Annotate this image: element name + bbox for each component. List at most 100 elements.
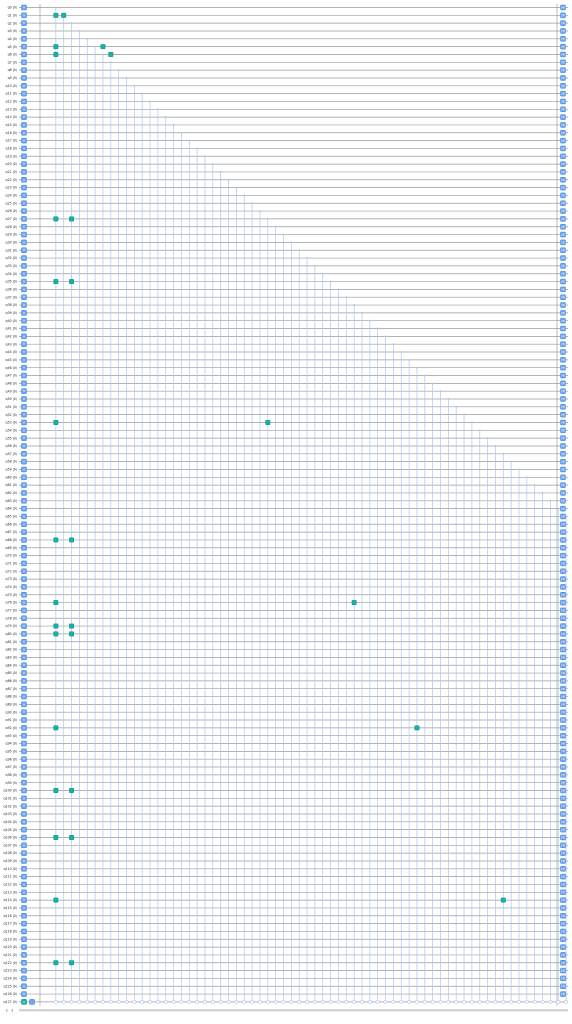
- hadamard-gate[interactable]: [21, 435, 27, 441]
- measure-gate[interactable]: [560, 427, 566, 434]
- hadamard-gate[interactable]: [21, 192, 27, 199]
- measure-gate[interactable]: [560, 357, 566, 363]
- measure-gate[interactable]: [560, 411, 566, 418]
- measure-gate[interactable]: [560, 247, 566, 253]
- measure-gate[interactable]: [560, 607, 566, 614]
- hadamard-gate[interactable]: [21, 505, 27, 512]
- measure-gate[interactable]: [560, 834, 566, 841]
- hadamard-gate[interactable]: [21, 678, 27, 684]
- hadamard-gate[interactable]: [21, 701, 27, 708]
- hadamard-gate[interactable]: [21, 106, 27, 113]
- measure-gate[interactable]: [560, 975, 566, 982]
- hadamard-gate[interactable]: [21, 270, 27, 277]
- x-gate[interactable]: [53, 631, 59, 637]
- measure-gate[interactable]: [560, 819, 566, 825]
- hadamard-gate[interactable]: [21, 208, 27, 214]
- hadamard-gate[interactable]: [21, 122, 27, 128]
- measure-gate[interactable]: [560, 114, 566, 120]
- hadamard-gate[interactable]: [21, 4, 27, 11]
- hadamard-gate[interactable]: [21, 662, 27, 668]
- measure-gate[interactable]: [560, 576, 566, 582]
- measure-gate[interactable]: [560, 615, 566, 621]
- measure-gate[interactable]: [560, 936, 566, 943]
- measure-gate[interactable]: [560, 4, 566, 11]
- measure-gate[interactable]: [560, 192, 566, 199]
- hadamard-gate[interactable]: [21, 709, 27, 715]
- measure-gate[interactable]: [560, 396, 566, 402]
- hadamard-gate[interactable]: [21, 779, 27, 786]
- measure-gate[interactable]: [560, 435, 566, 441]
- hadamard-gate[interactable]: [21, 278, 27, 285]
- hadamard-gate[interactable]: [21, 889, 27, 896]
- measure-gate[interactable]: [560, 928, 566, 935]
- measure-gate[interactable]: [560, 725, 566, 731]
- measure-gate[interactable]: [560, 161, 566, 167]
- hadamard-gate[interactable]: [21, 967, 27, 974]
- hadamard-gate[interactable]: [21, 732, 27, 739]
- measure-gate[interactable]: [560, 137, 566, 144]
- hadamard-gate[interactable]: [21, 576, 27, 582]
- hadamard-gate[interactable]: [21, 482, 27, 488]
- hadamard-gate[interactable]: [21, 529, 27, 535]
- hadamard-gate[interactable]: [21, 67, 27, 73]
- measure-gate[interactable]: [560, 122, 566, 128]
- hadamard-gate[interactable]: [21, 184, 27, 191]
- measure-gate[interactable]: [560, 889, 566, 896]
- hadamard-gate[interactable]: [21, 803, 27, 809]
- hadamard-gate[interactable]: [21, 310, 27, 316]
- hadamard-gate[interactable]: [21, 28, 27, 34]
- measure-gate[interactable]: [560, 568, 566, 575]
- hadamard-gate[interactable]: [21, 458, 27, 465]
- hadamard-gate[interactable]: [21, 223, 27, 230]
- hadamard-gate[interactable]: [21, 169, 27, 175]
- measure-gate[interactable]: [560, 717, 566, 723]
- measure-gate[interactable]: [560, 740, 566, 747]
- hadamard-gate[interactable]: [21, 560, 27, 567]
- hadamard-gate[interactable]: [21, 114, 27, 120]
- measure-gate[interactable]: [560, 983, 566, 989]
- x-gate[interactable]: [108, 52, 114, 57]
- measure-gate[interactable]: [560, 43, 566, 50]
- measure-gate[interactable]: [560, 521, 566, 528]
- measure-gate[interactable]: [560, 474, 566, 481]
- hadamard-gate[interactable]: [21, 654, 27, 661]
- measure-gate[interactable]: [560, 772, 566, 778]
- measure-gate[interactable]: [560, 654, 566, 661]
- x-gate[interactable]: [53, 623, 59, 629]
- hadamard-gate[interactable]: [21, 881, 27, 888]
- measure-gate[interactable]: [560, 756, 566, 762]
- hadamard-gate[interactable]: [21, 239, 27, 246]
- measure-gate[interactable]: [560, 90, 566, 97]
- hadamard-gate[interactable]: [21, 294, 27, 300]
- measure-gate[interactable]: [560, 51, 566, 58]
- measure-gate[interactable]: [560, 858, 566, 864]
- x-gate[interactable]: [53, 52, 59, 57]
- hadamard-gate[interactable]: [21, 834, 27, 841]
- hadamard-gate[interactable]: [21, 380, 27, 387]
- hadamard-gate[interactable]: [21, 427, 27, 434]
- measure-gate[interactable]: [560, 302, 566, 308]
- hadamard-gate[interactable]: [21, 419, 27, 426]
- measure-gate[interactable]: [560, 693, 566, 700]
- hadamard-gate[interactable]: [21, 59, 27, 66]
- hadamard-gate[interactable]: [21, 607, 27, 614]
- hadamard-gate[interactable]: [21, 216, 27, 222]
- hadamard-gate[interactable]: [21, 819, 27, 825]
- hadamard-gate[interactable]: [21, 325, 27, 332]
- measure-gate[interactable]: [560, 294, 566, 300]
- x-gate[interactable]: [100, 44, 106, 50]
- measure-gate[interactable]: [560, 349, 566, 355]
- hadamard-gate[interactable]: [21, 685, 27, 692]
- measure-gate[interactable]: [560, 967, 566, 974]
- measure-gate[interactable]: [560, 960, 566, 966]
- hadamard-gate[interactable]: [21, 545, 27, 551]
- hadamard-gate[interactable]: [21, 936, 27, 943]
- x-gate[interactable]: [69, 835, 74, 840]
- hadamard-gate[interactable]: [21, 396, 27, 402]
- hadamard-gate[interactable]: [21, 247, 27, 253]
- x-gate[interactable]: [53, 44, 59, 50]
- hadamard-gate[interactable]: [21, 388, 27, 394]
- measure-gate[interactable]: [560, 36, 566, 42]
- hadamard-gate[interactable]: [21, 717, 27, 723]
- hadamard-gate[interactable]: [21, 490, 27, 496]
